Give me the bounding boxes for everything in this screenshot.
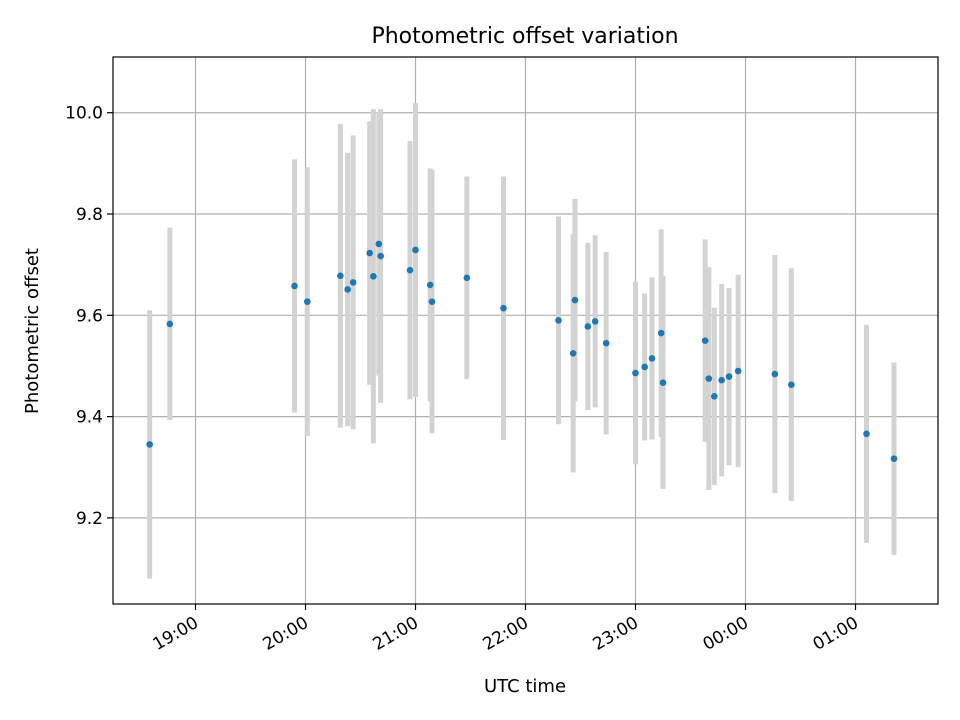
data-point [725,373,733,380]
data-point [344,286,351,293]
data-point [657,329,665,337]
data-point [291,282,298,290]
data-point [337,272,344,280]
data-point [304,298,311,305]
data-point [734,367,742,375]
data-point [463,274,471,282]
data-point [370,273,377,280]
data-point [569,349,577,357]
data-point [412,246,419,254]
data-point [555,317,562,324]
data-point [591,318,599,325]
data-point [166,320,174,328]
chart-title: Photometric offset variation [371,24,678,49]
data-point [632,369,639,377]
data-point [375,240,383,248]
data-point [349,279,357,286]
data-point [711,393,718,400]
data-point [406,266,414,274]
y-tick-label: 9.4 [76,408,103,428]
data-point [426,281,434,289]
data-point [500,304,507,312]
data-point [771,370,779,378]
data-point [146,441,153,448]
y-tick-label: 9.2 [76,509,103,529]
data-point [584,323,592,330]
data-point [571,296,579,304]
data-point [641,363,648,371]
data-point [659,379,667,386]
y-axis-label: Photometric offset [22,248,43,414]
data-point [377,252,384,260]
data-point [890,455,898,462]
data-point [428,298,436,305]
point-layer [146,240,898,462]
y-tick-label: 9.6 [76,306,103,326]
grid-layer [113,57,938,604]
data-point [366,249,373,257]
data-point [718,376,725,384]
data-point [602,339,610,347]
data-point [701,337,709,344]
x-axis-label: UTC time [484,676,566,697]
y-tick-label: 9.8 [76,205,103,225]
data-point [788,381,795,388]
y-tick-label: 10.0 [65,104,103,124]
data-point [705,375,713,382]
data-point [863,430,870,438]
data-point [648,355,656,362]
